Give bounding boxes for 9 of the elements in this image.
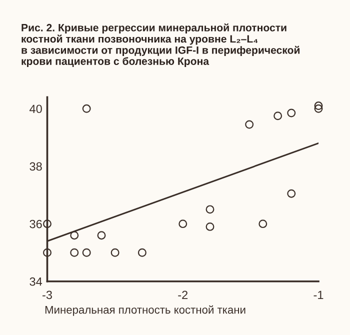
- y-tick-label: 36: [30, 220, 42, 228]
- x-tick-label: -2: [178, 290, 188, 299]
- y-tick-label: 34: [30, 277, 42, 286]
- y-tick-label: 38: [30, 162, 42, 171]
- x-axis-title: Минеральная плотность костной ткани: [45, 305, 246, 316]
- x-tick-label: -1: [314, 290, 324, 299]
- x-tick-label: -3: [42, 290, 52, 300]
- y-tick-label: 40: [30, 104, 42, 114]
- chart-title: Рис. 2. Кривые регрессии минеральной плотности костной ткани позвоночника на уровне L₂–L₄ в зависимости от продукции IGF-I в периферической крови пациентов с болезнью Крона: [22, 23, 300, 68]
